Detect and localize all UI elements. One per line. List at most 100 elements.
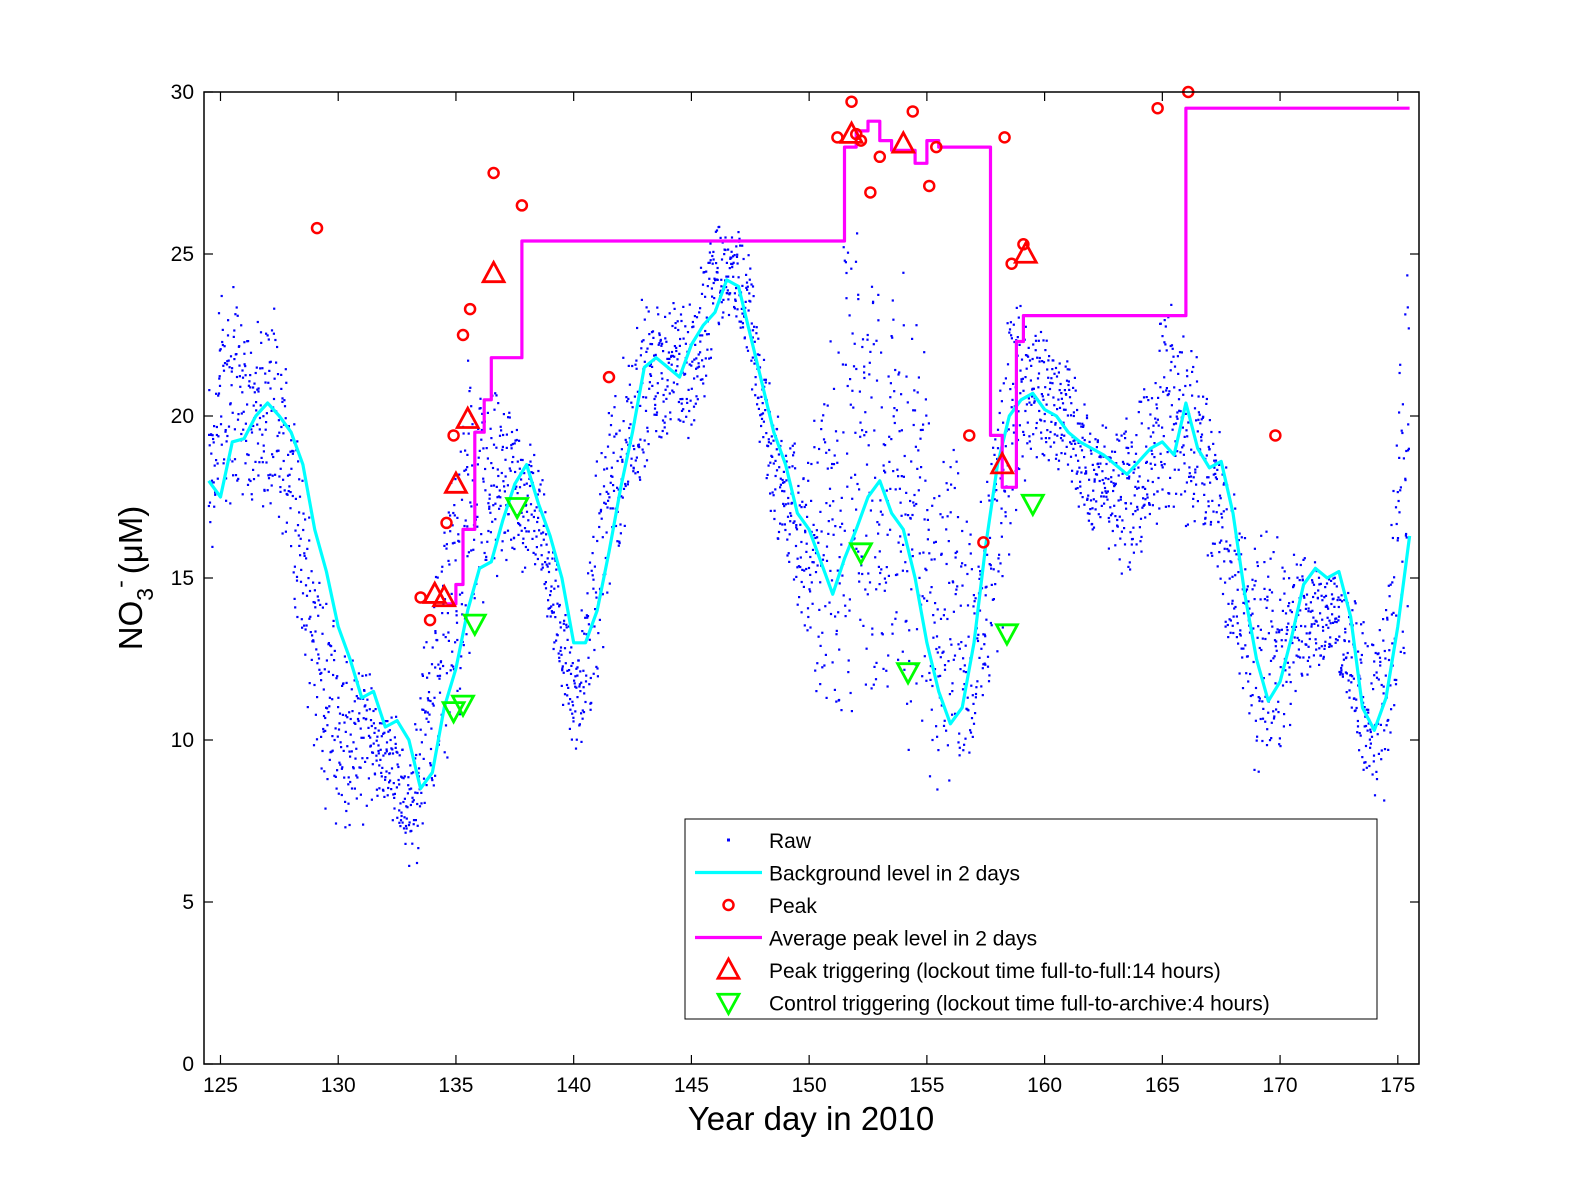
- raw-point: [1117, 499, 1120, 502]
- raw-point: [828, 448, 831, 452]
- raw-point: [1144, 487, 1147, 490]
- raw-point: [1144, 516, 1147, 519]
- raw-point: [931, 504, 934, 507]
- raw-point: [1218, 463, 1221, 466]
- raw-point: [539, 483, 542, 486]
- raw-point: [960, 565, 963, 568]
- control-trigger-point: [895, 662, 921, 686]
- raw-point: [1390, 523, 1393, 527]
- raw-point: [326, 724, 329, 727]
- raw-point: [244, 365, 247, 368]
- raw-point: [273, 307, 276, 310]
- raw-point: [898, 371, 901, 374]
- raw-point: [484, 489, 487, 492]
- raw-point: [470, 549, 473, 552]
- raw-point: [956, 516, 960, 519]
- raw-point: [1083, 503, 1086, 506]
- raw-point: [246, 403, 249, 406]
- raw-point: [527, 463, 531, 467]
- raw-point: [450, 592, 453, 595]
- raw-point: [1399, 486, 1402, 489]
- raw-point: [1012, 323, 1015, 326]
- y-tick-label: 0: [182, 1053, 194, 1076]
- raw-point: [926, 599, 929, 602]
- raw-point: [786, 538, 789, 541]
- raw-point: [921, 719, 924, 722]
- peak-point: [998, 131, 1011, 144]
- raw-point: [885, 669, 888, 672]
- raw-point: [586, 592, 589, 595]
- raw-point: [1322, 657, 1325, 660]
- raw-point: [568, 727, 571, 730]
- raw-point: [930, 708, 933, 711]
- raw-point: [1113, 483, 1117, 487]
- raw-point: [1291, 600, 1294, 603]
- raw-point: [1237, 539, 1240, 542]
- raw-point: [1302, 594, 1305, 598]
- raw-point: [344, 826, 347, 829]
- raw-point: [664, 415, 667, 418]
- raw-point: [1220, 539, 1223, 542]
- raw-point: [1220, 516, 1224, 519]
- raw-point: [488, 507, 491, 510]
- raw-point: [1060, 392, 1063, 395]
- raw-point: [555, 639, 558, 642]
- raw-point: [964, 644, 967, 647]
- raw-point: [1217, 520, 1220, 523]
- raw-point: [609, 481, 612, 484]
- raw-point: [569, 708, 572, 711]
- raw-point: [1024, 376, 1027, 379]
- raw-point: [422, 757, 425, 760]
- raw-point: [1369, 742, 1372, 745]
- raw-point: [831, 661, 834, 664]
- raw-point: [760, 413, 763, 416]
- raw-point: [1015, 306, 1018, 309]
- raw-point: [656, 382, 659, 385]
- raw-point: [1058, 406, 1062, 409]
- raw-point: [1383, 649, 1386, 653]
- raw-point: [393, 736, 396, 739]
- raw-point: [1347, 679, 1350, 682]
- raw-point: [1083, 403, 1086, 406]
- raw-point: [545, 533, 548, 536]
- raw-point: [714, 279, 717, 282]
- raw-point: [1143, 503, 1146, 506]
- raw-point: [280, 425, 283, 429]
- raw-point: [561, 669, 564, 672]
- raw-point: [1402, 646, 1405, 649]
- raw-point: [536, 493, 539, 496]
- raw-point: [1207, 505, 1210, 508]
- raw-point: [1058, 389, 1061, 392]
- raw-point: [1309, 665, 1312, 668]
- raw-point: [646, 426, 649, 429]
- raw-point: [1406, 605, 1409, 608]
- raw-point: [755, 332, 758, 335]
- raw-point: [1279, 745, 1282, 748]
- raw-point: [1035, 427, 1038, 430]
- raw-point: [530, 513, 533, 516]
- raw-point: [1176, 450, 1179, 453]
- raw-point: [622, 487, 626, 490]
- raw-point: [1025, 403, 1028, 406]
- raw-point: [1255, 739, 1258, 742]
- raw-point: [1317, 589, 1320, 592]
- raw-point: [640, 298, 643, 301]
- raw-point: [596, 675, 599, 678]
- raw-point: [1332, 621, 1335, 624]
- raw-point: [808, 588, 811, 591]
- raw-point: [1369, 730, 1372, 734]
- raw-point: [653, 354, 656, 357]
- raw-point: [913, 389, 916, 392]
- raw-point: [317, 653, 320, 656]
- raw-point: [809, 626, 812, 629]
- raw-point: [1122, 462, 1125, 465]
- raw-point: [740, 320, 743, 323]
- raw-point: [762, 436, 765, 439]
- raw-point: [625, 441, 628, 444]
- raw-point: [1279, 666, 1282, 669]
- raw-point: [1126, 477, 1129, 480]
- raw-point: [409, 803, 412, 807]
- raw-point: [344, 714, 347, 717]
- raw-point: [1364, 724, 1368, 728]
- raw-point: [1362, 768, 1365, 771]
